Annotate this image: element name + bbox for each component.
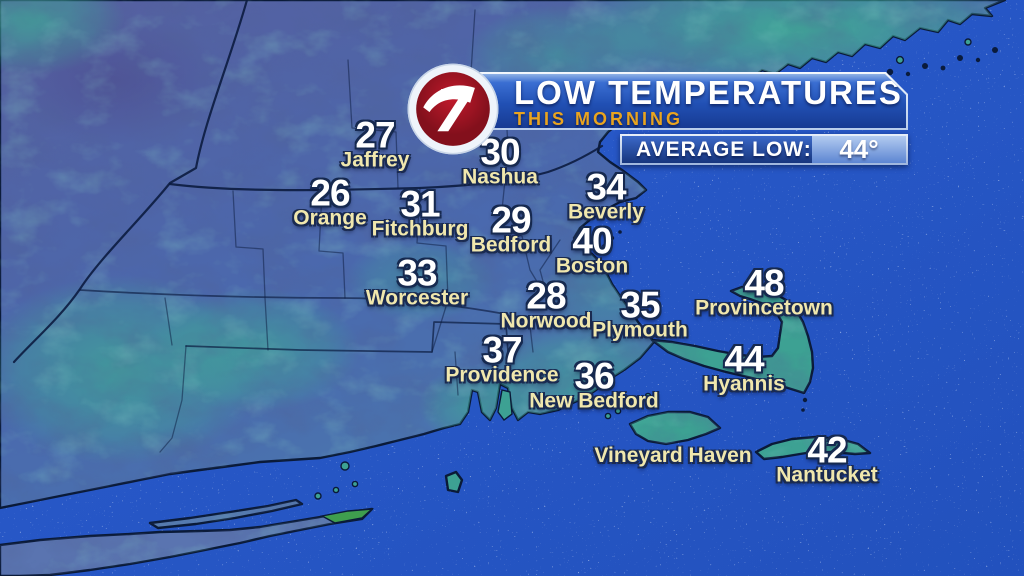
montauk-point [319,508,375,524]
title-banner: LOW TEMPERATURES THIS MORNING [480,72,908,130]
banner-subtitle: THIS MORNING [514,109,683,129]
banner-title: LOW TEMPERATURES [514,74,903,111]
logo-swoosh [423,85,475,113]
channel-7-logo: 7 [407,63,499,155]
average-low-bar: AVERAGE LOW: 44° [620,134,908,165]
average-low-label: AVERAGE LOW: [636,137,812,161]
average-low-value: 44° [839,134,879,164]
